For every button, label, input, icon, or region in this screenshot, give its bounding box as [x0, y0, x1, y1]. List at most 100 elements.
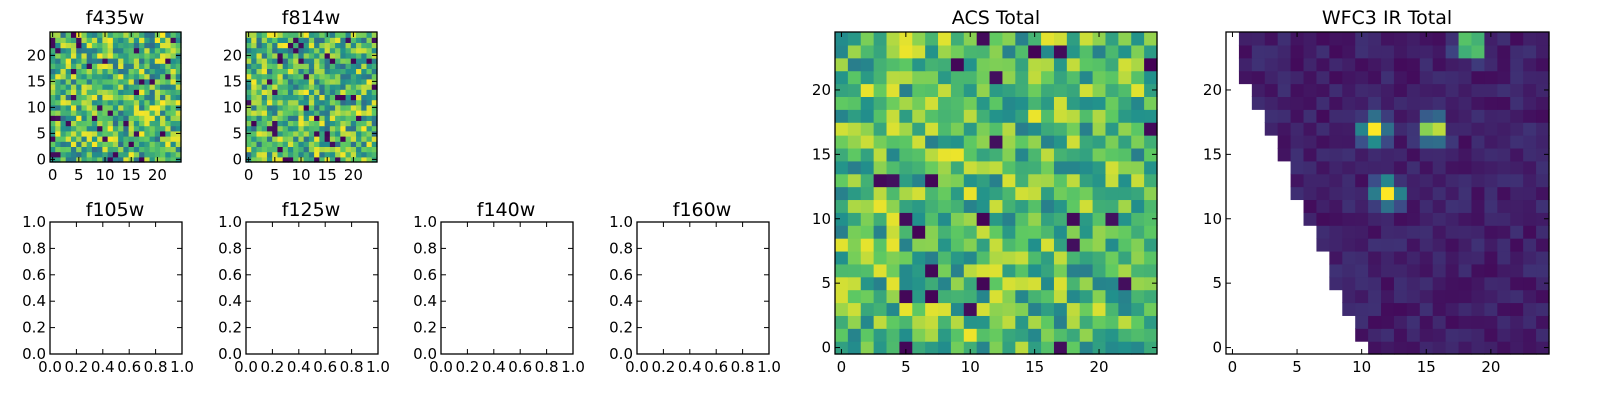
heatmap-cell — [366, 63, 373, 69]
heatmap-cell — [1406, 160, 1421, 175]
heatmap-cell — [175, 84, 182, 90]
heatmap-cell — [1002, 199, 1016, 213]
heatmap-cell — [55, 73, 62, 80]
heatmap-cell — [1303, 173, 1318, 188]
heatmap-cell — [76, 68, 83, 75]
x-tick-label: 0.6 — [117, 358, 141, 376]
heatmap-cell — [1053, 109, 1068, 123]
heatmap-cell — [963, 44, 978, 59]
y-tick-label: 0.2 — [413, 319, 437, 337]
heatmap-cell — [308, 94, 315, 101]
heatmap-cell — [335, 58, 341, 64]
heatmap-cell — [1536, 44, 1550, 59]
heatmap-cell — [55, 136, 62, 142]
heatmap-cell — [835, 238, 849, 252]
heatmap-cell — [102, 94, 109, 101]
heatmap-cell — [1329, 225, 1343, 239]
heatmap-cell — [55, 130, 62, 137]
heatmap-cell — [361, 89, 368, 95]
heatmap-cell — [1028, 250, 1042, 265]
heatmap-cell — [860, 83, 875, 97]
heatmap-cell — [319, 42, 326, 49]
heatmap-cell — [886, 135, 900, 149]
heatmap-cell — [976, 147, 991, 162]
heatmap-cell — [350, 78, 357, 85]
x-tick-label: 0.0 — [429, 358, 453, 376]
heatmap-cell — [1041, 122, 1055, 136]
heatmap-cell — [835, 160, 849, 175]
title-wfc3-ir-total: WFC3 IR Total — [1322, 7, 1452, 29]
heatmap-cell — [308, 146, 315, 153]
heatmap-cell — [272, 63, 279, 69]
heatmap-cell — [261, 156, 268, 163]
heatmap-cell — [118, 99, 124, 106]
heatmap-cell — [165, 58, 172, 64]
heatmap-cell — [1053, 32, 1068, 46]
heatmap-cell — [86, 125, 93, 132]
heatmap-cell — [1118, 212, 1132, 226]
heatmap-cell — [1471, 302, 1485, 316]
heatmap-cell — [139, 151, 145, 158]
heatmap-cell — [133, 156, 140, 163]
heatmap-cell — [91, 94, 98, 101]
heatmap-cell — [160, 125, 166, 132]
heatmap-cell — [170, 73, 177, 80]
heatmap-cell — [989, 238, 1004, 252]
heatmap-cell — [118, 156, 124, 163]
heatmap-cell — [102, 89, 109, 95]
heatmap-cell — [1053, 238, 1068, 252]
heatmap-cell — [950, 135, 965, 149]
heatmap-cell — [345, 110, 352, 116]
heatmap-cell — [91, 52, 98, 59]
heatmap-cell — [1510, 263, 1524, 278]
heatmap-cell — [1251, 44, 1266, 59]
heatmap-cell — [160, 99, 166, 106]
heatmap-cell — [81, 151, 88, 158]
y-tick-label: 5 — [232, 124, 242, 142]
heatmap-cell — [293, 156, 299, 163]
heatmap-cell — [246, 115, 252, 121]
heatmap-cell — [1523, 250, 1537, 265]
heatmap-cell — [287, 42, 294, 49]
heatmap-cell — [144, 125, 151, 132]
heatmap-cell — [1536, 238, 1550, 252]
heatmap-cell — [112, 32, 119, 38]
heatmap-cell — [86, 130, 93, 137]
heatmap-cell — [102, 141, 109, 147]
heatmap-cell — [133, 52, 140, 59]
heatmap-cell — [1144, 70, 1158, 85]
heatmap-cell — [873, 225, 888, 239]
heatmap-cell — [950, 276, 965, 291]
heatmap-cell — [293, 110, 299, 116]
heatmap-cell — [1053, 302, 1068, 316]
heatmap-cell — [76, 47, 83, 54]
heatmap-cell — [1497, 341, 1511, 355]
heatmap-cell — [266, 73, 273, 80]
heatmap-cell — [55, 58, 62, 64]
heatmap-cell — [277, 125, 284, 132]
heatmap-cell — [963, 147, 978, 162]
heatmap-cell — [256, 58, 263, 64]
heatmap-cell — [847, 109, 862, 123]
heatmap-cell — [938, 315, 952, 329]
y-tick-label: 10 — [1203, 210, 1222, 228]
heatmap-cell — [1105, 238, 1119, 252]
heatmap-cell — [314, 99, 320, 106]
heatmap-cell — [1066, 302, 1081, 316]
heatmap-cell — [912, 315, 926, 329]
heatmap-cell — [1041, 315, 1055, 329]
heatmap-cell — [256, 125, 263, 132]
heatmap-cell — [86, 89, 93, 95]
heatmap-cell — [371, 32, 378, 38]
heatmap-cell — [139, 120, 145, 127]
heatmap-cell — [293, 125, 299, 132]
heatmap-cell — [256, 120, 263, 127]
heatmap-cell — [303, 99, 310, 106]
heatmap-cell — [1079, 225, 1094, 239]
heatmap-cell — [1277, 109, 1292, 123]
heatmap-cell — [1432, 238, 1447, 252]
heatmap-cell — [1041, 57, 1055, 72]
heatmap-cell — [272, 47, 279, 54]
heatmap-cell — [107, 141, 114, 147]
heatmap-cell — [335, 156, 341, 163]
